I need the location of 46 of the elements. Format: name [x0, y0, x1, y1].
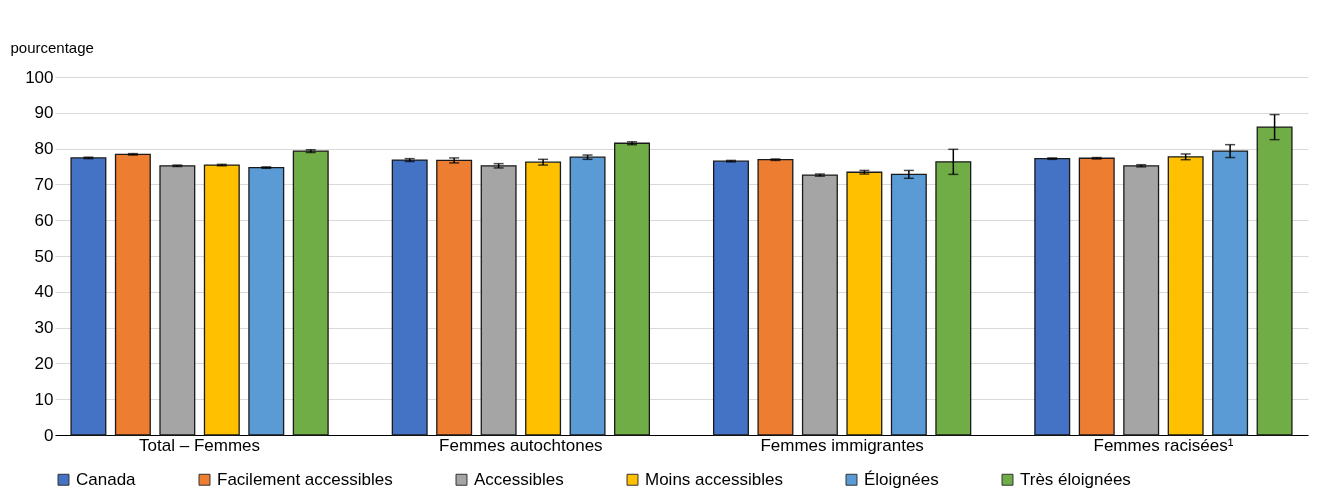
y-tick-label: 50	[34, 246, 54, 266]
bar	[1123, 165, 1160, 436]
bar	[203, 164, 240, 436]
y-tick-label: 30	[34, 318, 54, 338]
legend-label: Très éloignées	[1020, 469, 1131, 489]
bar	[757, 159, 794, 436]
y-tick-label: 90	[34, 103, 54, 123]
bar	[1034, 157, 1071, 436]
bar	[569, 156, 606, 436]
x-tick-label: Total – Femmes	[139, 435, 261, 455]
y-tick-label: 40	[34, 282, 54, 302]
bar	[70, 157, 107, 436]
bar	[525, 161, 562, 436]
bar	[1078, 157, 1115, 436]
bar	[248, 166, 285, 436]
y-tick-label: 70	[34, 174, 54, 194]
bar	[159, 165, 196, 436]
bar	[846, 171, 883, 436]
legend-label: Accessibles	[474, 469, 564, 489]
bar	[801, 174, 838, 436]
bar	[480, 165, 517, 436]
legend-label: Canada	[76, 469, 137, 489]
bar	[1256, 126, 1293, 436]
bar	[614, 142, 651, 436]
x-tick-label: Femmes autochtones	[439, 435, 603, 455]
y-tick-label: 80	[34, 139, 54, 159]
bar	[1212, 150, 1249, 436]
legend-label: Éloignées	[864, 469, 939, 489]
y-axis-title: pourcentage	[10, 38, 94, 56]
y-tick-label: 20	[34, 353, 54, 373]
bar	[436, 159, 473, 436]
x-tick-label: Femmes racisées¹	[1093, 435, 1234, 455]
y-tick-label: 100	[25, 67, 54, 87]
bar	[890, 173, 927, 436]
y-tick-label: 10	[34, 389, 54, 409]
bar	[1167, 156, 1204, 436]
bar	[391, 159, 428, 436]
bar	[292, 150, 329, 436]
y-tick-label: 60	[34, 210, 54, 230]
x-tick-label: Femmes immigrantes	[760, 435, 924, 455]
bar	[935, 161, 972, 436]
y-tick-label: 0	[44, 425, 54, 445]
legend-label: Facilement accessibles	[217, 469, 393, 489]
legend-label: Moins accessibles	[645, 469, 783, 489]
bar	[712, 160, 749, 436]
bar	[114, 153, 151, 436]
